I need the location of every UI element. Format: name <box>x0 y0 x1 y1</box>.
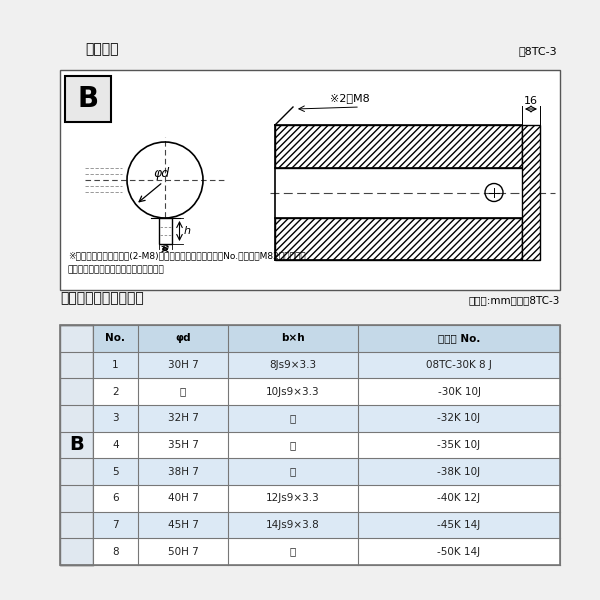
Text: 32H 7: 32H 7 <box>167 413 199 424</box>
Bar <box>93 405 560 431</box>
Bar <box>93 538 560 565</box>
Text: 38H 7: 38H 7 <box>167 467 199 476</box>
Text: 〃: 〃 <box>180 386 186 397</box>
Text: -40K 12J: -40K 12J <box>437 493 481 503</box>
Text: 2: 2 <box>112 386 119 397</box>
Bar <box>275 125 522 167</box>
Text: -38K 10J: -38K 10J <box>437 467 481 476</box>
Text: 3: 3 <box>112 413 119 424</box>
Bar <box>522 125 540 260</box>
Text: コード No.: コード No. <box>438 334 480 343</box>
Text: 45H 7: 45H 7 <box>167 520 199 530</box>
Bar <box>93 485 560 512</box>
Bar <box>93 325 560 352</box>
Text: 〃: 〃 <box>290 440 296 450</box>
Text: B: B <box>77 85 98 113</box>
Text: b: b <box>161 243 169 253</box>
Text: 4: 4 <box>112 440 119 450</box>
Text: 〃: 〃 <box>290 467 296 476</box>
Text: 軸穴形状コード一覧表: 軸穴形状コード一覧表 <box>60 291 144 305</box>
Bar <box>93 379 560 405</box>
Bar <box>93 352 560 379</box>
Bar <box>93 458 560 485</box>
Text: 12Js9×3.3: 12Js9×3.3 <box>266 493 320 503</box>
Bar <box>158 218 172 244</box>
Text: 軸穴形状: 軸穴形状 <box>85 42 119 56</box>
Text: 40H 7: 40H 7 <box>167 493 199 503</box>
Text: φd: φd <box>175 334 191 343</box>
Text: 図8TC-3: 図8TC-3 <box>518 46 557 56</box>
Text: ※セットボルト用タップ(2-M8)が必要な場合は右記コードNo.の末尾にM82を付ける。: ※セットボルト用タップ(2-M8)が必要な場合は右記コードNo.の末尾にM82を… <box>68 251 305 260</box>
Bar <box>60 325 560 565</box>
Text: -32K 10J: -32K 10J <box>437 413 481 424</box>
Text: ※2－M8: ※2－M8 <box>330 93 370 103</box>
Text: -30K 10J: -30K 10J <box>437 386 481 397</box>
Bar <box>275 217 522 260</box>
Text: 6: 6 <box>112 493 119 503</box>
Text: -45K 14J: -45K 14J <box>437 520 481 530</box>
Text: 50H 7: 50H 7 <box>167 547 199 557</box>
Text: φd: φd <box>153 167 169 181</box>
Bar <box>65 76 111 122</box>
Text: （単位:mm）　表8TC-3: （単位:mm） 表8TC-3 <box>469 295 560 305</box>
Text: 10Js9×3.3: 10Js9×3.3 <box>266 386 320 397</box>
Bar <box>60 70 560 290</box>
Bar <box>93 431 560 458</box>
Text: -35K 10J: -35K 10J <box>437 440 481 450</box>
Text: b×h: b×h <box>281 334 305 343</box>
Text: No.: No. <box>106 334 125 343</box>
Text: 16: 16 <box>524 96 538 106</box>
Text: 35H 7: 35H 7 <box>167 440 199 450</box>
Text: 5: 5 <box>112 467 119 476</box>
Text: -50K 14J: -50K 14J <box>437 547 481 557</box>
Text: B: B <box>69 436 84 455</box>
Bar <box>93 512 560 538</box>
Text: 1: 1 <box>112 360 119 370</box>
Text: 30H 7: 30H 7 <box>167 360 199 370</box>
Bar <box>60 325 93 565</box>
Text: 〃: 〃 <box>290 547 296 557</box>
Text: 14Js9×3.8: 14Js9×3.8 <box>266 520 320 530</box>
Text: 〃: 〃 <box>290 413 296 424</box>
Text: 8: 8 <box>112 547 119 557</box>
Text: 08TC-30K 8 J: 08TC-30K 8 J <box>426 360 492 370</box>
Text: 8Js9×3.3: 8Js9×3.3 <box>269 360 317 370</box>
Text: 7: 7 <box>112 520 119 530</box>
Text: （セットボルトは付属されています。）: （セットボルトは付属されています。） <box>68 265 165 274</box>
Text: h: h <box>184 226 191 236</box>
